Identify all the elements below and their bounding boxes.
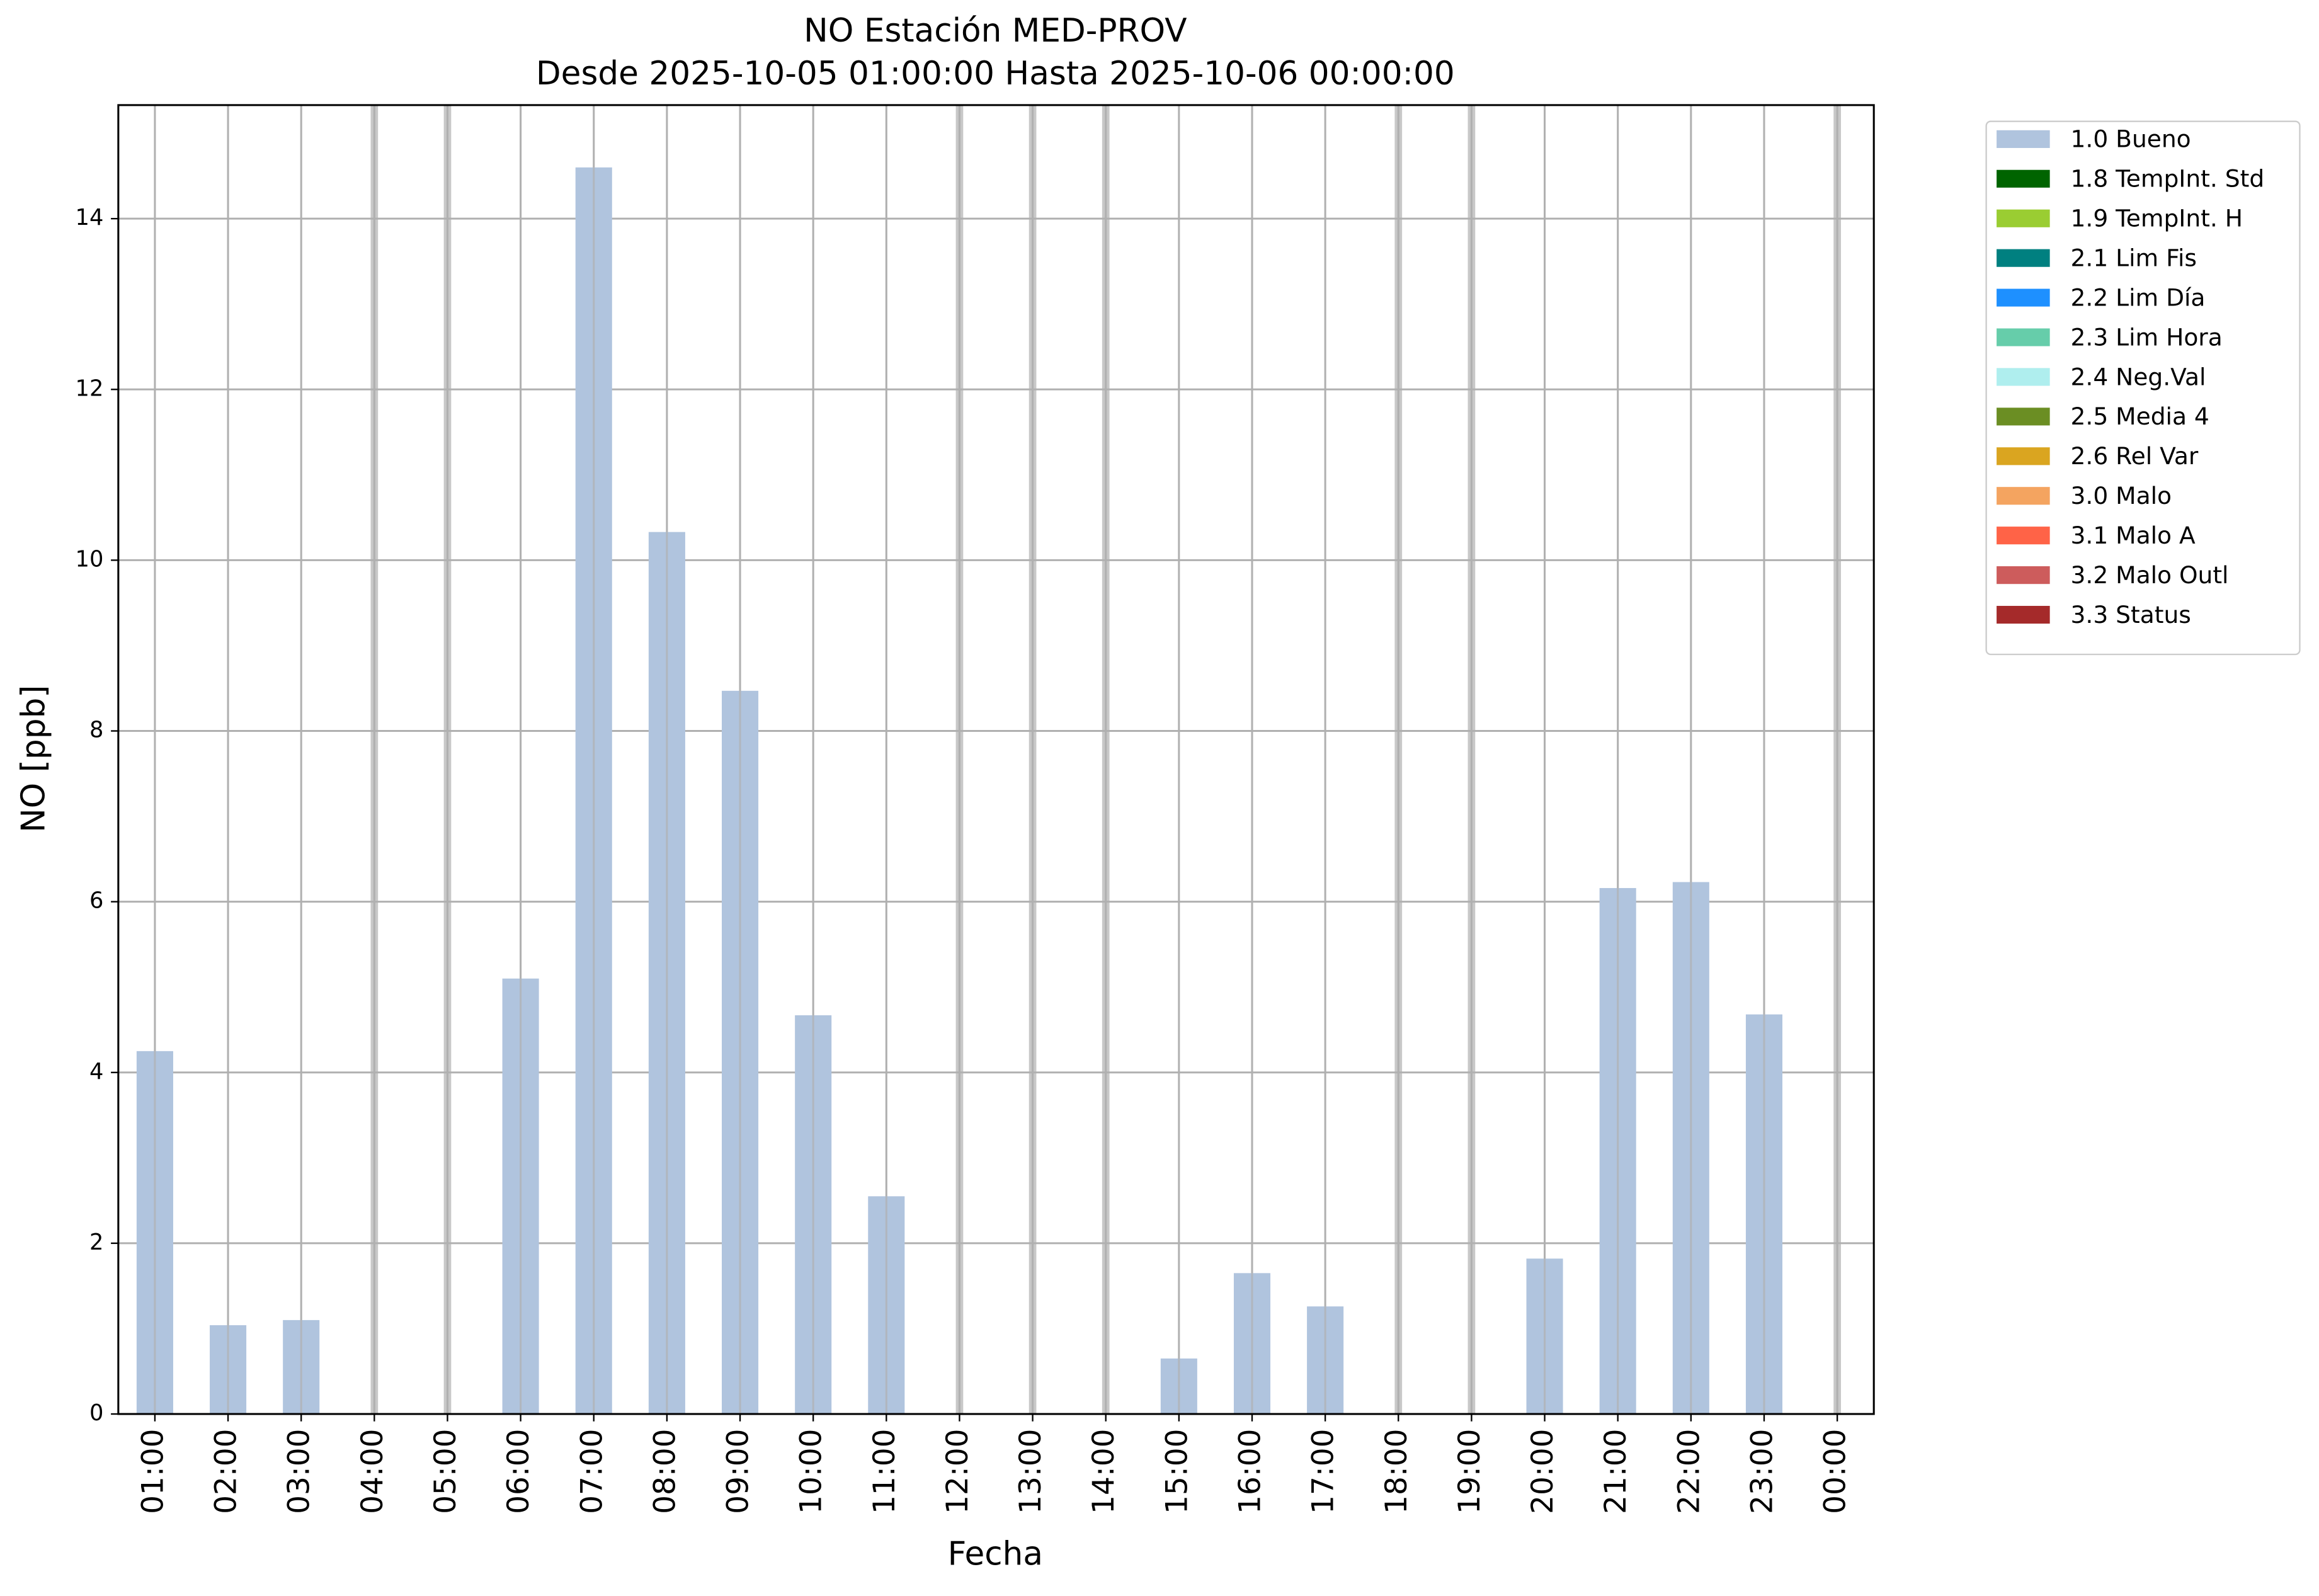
x-tick-label: 06:00	[501, 1429, 536, 1514]
legend-label: 2.4 Neg.Val	[2071, 363, 2206, 390]
x-tick-label: 20:00	[1525, 1429, 1560, 1514]
x-tick-label: 13:00	[1013, 1429, 1048, 1514]
legend-label: 3.2 Malo Outl	[2071, 561, 2229, 589]
x-tick-label: 04:00	[355, 1429, 390, 1514]
x-tick-label: 05:00	[428, 1429, 463, 1514]
x-tick-label: 19:00	[1452, 1429, 1487, 1514]
x-tick-label: 10:00	[794, 1429, 829, 1514]
legend-swatch	[1997, 249, 2050, 267]
plot-frame	[117, 104, 1875, 1415]
legend-swatch	[1997, 487, 2050, 505]
legend-swatch	[1997, 209, 2050, 227]
x-tick-label: 00:00	[1818, 1429, 1853, 1514]
chart-subtitle: Desde 2025-10-05 01:00:00 Hasta 2025-10-…	[536, 55, 1455, 93]
legend-label: 2.2 Lim Día	[2071, 283, 2206, 311]
x-tick-label: 01:00	[135, 1429, 170, 1514]
x-tick-label: 11:00	[867, 1429, 902, 1514]
legend-box	[1985, 120, 2301, 656]
x-tick-label: 23:00	[1745, 1429, 1779, 1514]
x-tick-label: 02:00	[209, 1429, 244, 1514]
legend-label: 1.9 TempInt. H	[2071, 205, 2243, 232]
legend-swatch	[1997, 368, 2050, 386]
legend-swatch	[1997, 566, 2050, 584]
chart-title: NO Estación MED-PROV	[804, 12, 1187, 50]
x-tick-label: 03:00	[282, 1429, 317, 1514]
y-tick-label: 6	[89, 888, 103, 914]
legend-label: 3.1 Malo A	[2071, 522, 2196, 549]
legend-label: 2.3 Lim Hora	[2071, 323, 2223, 351]
legend-swatch	[1997, 408, 2050, 426]
legend-label: 3.3 Status	[2071, 601, 2191, 629]
legend-label: 2.6 Rel Var	[2071, 442, 2199, 470]
x-tick-label: 07:00	[574, 1429, 609, 1514]
legend-label: 2.1 Lim Fis	[2071, 244, 2197, 272]
x-tick-label: 09:00	[721, 1429, 756, 1514]
x-tick-label: 18:00	[1379, 1429, 1414, 1514]
legend-swatch	[1997, 288, 2050, 307]
legend-swatch	[1997, 605, 2050, 624]
x-tick-label: 15:00	[1160, 1429, 1194, 1514]
y-tick-label: 14	[76, 205, 104, 231]
legend-swatch	[1997, 447, 2050, 465]
legend-label: 1.0 Bueno	[2071, 125, 2191, 153]
y-tick-label: 8	[89, 717, 103, 743]
x-tick-label: 14:00	[1086, 1429, 1121, 1514]
y-tick-label: 12	[76, 375, 104, 401]
legend-swatch	[1997, 169, 2050, 188]
legend-label: 1.8 TempInt. Std	[2071, 165, 2265, 193]
x-tick-label: 17:00	[1306, 1429, 1341, 1514]
x-tick-label: 16:00	[1233, 1429, 1268, 1514]
legend-swatch	[1997, 328, 2050, 346]
y-tick-label: 10	[76, 546, 104, 572]
legend-label: 2.5 Media 4	[2071, 402, 2209, 430]
x-tick-label: 12:00	[940, 1429, 975, 1514]
x-axis-label: Fecha	[948, 1535, 1043, 1573]
y-tick-label: 4	[89, 1059, 103, 1085]
legend-swatch	[1997, 527, 2050, 545]
legend-label: 3.0 Malo	[2071, 482, 2172, 510]
y-tick-label: 2	[89, 1229, 103, 1255]
x-tick-label: 08:00	[647, 1429, 682, 1514]
y-tick-label: 0	[89, 1400, 103, 1426]
x-tick-label: 22:00	[1672, 1429, 1706, 1514]
legend-swatch	[1997, 130, 2050, 148]
y-axis-label: NO [ppb]	[14, 685, 52, 833]
x-tick-label: 21:00	[1598, 1429, 1633, 1514]
